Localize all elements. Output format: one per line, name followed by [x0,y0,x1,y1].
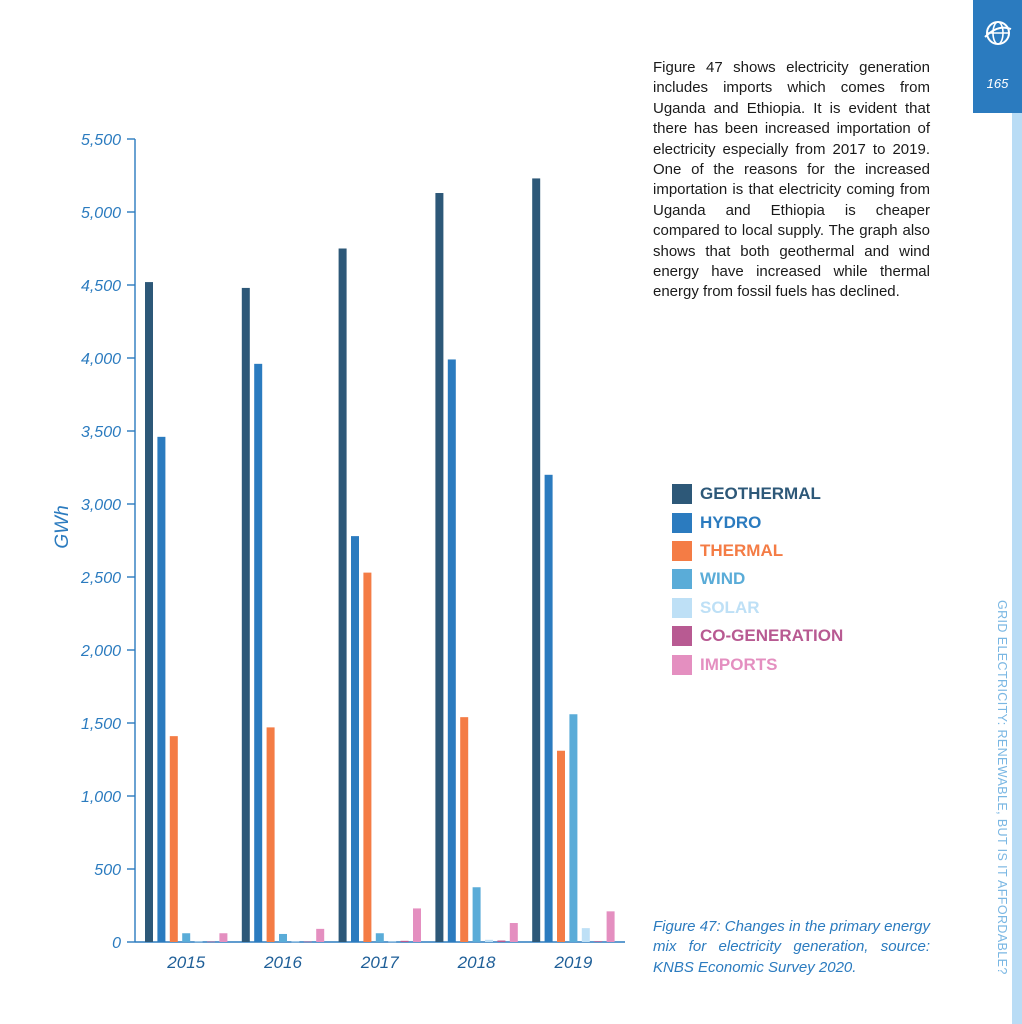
bar-hydro-2019 [544,474,553,942]
legend-swatch [672,597,692,618]
side-strip [1012,113,1022,1024]
bar-co-generation-2016 [303,941,312,943]
x-tick-label-2016: 2016 [263,953,302,972]
bar-wind-2015 [182,933,191,942]
bar-geothermal-2019 [532,178,541,943]
bar-geothermal-2016 [241,287,250,942]
y-tick-label: 1,000 [81,789,121,806]
legend-label: HYDRO [700,512,762,532]
x-tick-label-2018: 2018 [457,953,496,972]
bar-hydro-2016 [254,363,263,943]
legend-swatch [672,569,692,590]
legend-item-imports: IMPORTS [672,650,843,678]
bar-imports-2019 [606,911,615,942]
y-tick-label: 3,500 [81,424,121,441]
y-tick-label: 4,500 [81,278,121,295]
page-number: 165 [986,76,1009,91]
y-tick-label: 500 [94,862,121,879]
bar-imports-2017 [413,908,421,942]
chart-legend: GEOTHERMAL HYDRO THERMAL WIND SOLAR CO-GENERA… [672,480,843,679]
legend-item-solar: SOLAR [672,594,843,622]
bar-solar-2019 [581,928,590,942]
y-tick-label: 5,000 [81,205,121,222]
bar-wind-2019 [569,714,578,942]
bar-solar-2017 [388,941,397,943]
bar-chart: GWh 0 500 1,000 1,500 2,000 2,500 3,000 3,500 4,… [52,132,625,972]
bar-geothermal-2017 [338,248,347,942]
bar-wind-2016 [279,933,287,942]
bar-co-generation-2019 [594,941,603,942]
legend-label: IMPORTS [700,654,778,674]
bar-solar-2018 [485,939,493,942]
legend-label: THERMAL [700,540,784,560]
bar-thermal-2019 [557,750,565,942]
legend-item-wind: WIND [672,565,843,593]
bar-co-generation-2018 [497,940,506,942]
bar-imports-2016 [316,928,325,942]
legend-swatch [672,626,692,647]
page-tab: 165 [973,0,1022,113]
bar-imports-2018 [509,923,518,942]
bar-solar-2015 [194,941,203,943]
y-axis-label: GWh [52,505,73,548]
bar-hydro-2015 [157,436,166,942]
y-tick-label: 5,500 [81,132,121,149]
x-tick-label-2017: 2017 [360,953,399,972]
x-tick-label-2015: 2015 [166,953,205,972]
bar-geothermal-2015 [145,282,153,943]
bar-co-generation-2015 [207,941,215,943]
legend-item-co-generation: CO-GENERATION [672,622,843,650]
legend-label: CO-GENERATION [700,626,844,646]
bar-geothermal-2018 [435,193,444,942]
bar-imports-2015 [219,933,228,942]
legend-label: GEOTHERMAL [700,484,821,504]
x-tick-label-2019: 2019 [553,953,592,972]
legend-label: WIND [700,569,746,589]
chapter-title: GRID ELECTRICITY: RENEWABLE, BUT IS IT A… [995,600,1009,975]
legend-item-hydro: HYDRO [672,508,843,536]
y-tick-label: 2,500 [80,570,121,587]
bar-hydro-2017 [351,536,359,942]
y-tick-label: 1,500 [81,716,121,733]
legend-item-thermal: THERMAL [672,537,843,565]
legend-item-geothermal: GEOTHERMAL [672,480,843,508]
bar-solar-2016 [291,941,300,943]
bar-wind-2018 [472,887,481,942]
bar-thermal-2018 [460,717,469,942]
bar-thermal-2016 [266,727,275,942]
bar-wind-2017 [375,933,384,942]
legend-swatch [672,484,692,505]
body-paragraph: Figure 47 shows electricity generation i… [653,59,930,301]
globe-icon [984,21,1012,45]
figure-caption: Figure 47: Changes in the primary energy… [653,918,930,976]
legend-label: SOLAR [700,597,760,617]
y-tick-label: 0 [112,935,121,952]
legend-swatch [672,540,692,561]
bar-thermal-2017 [363,572,372,942]
bar-thermal-2015 [169,736,178,942]
bar-hydro-2018 [447,359,456,943]
y-tick-label: 3,000 [81,497,121,514]
y-tick-label: 4,000 [81,351,121,368]
y-tick-label: 2,000 [80,643,121,660]
legend-swatch [672,654,692,675]
bar-co-generation-2017 [400,940,409,942]
legend-swatch [672,512,692,533]
